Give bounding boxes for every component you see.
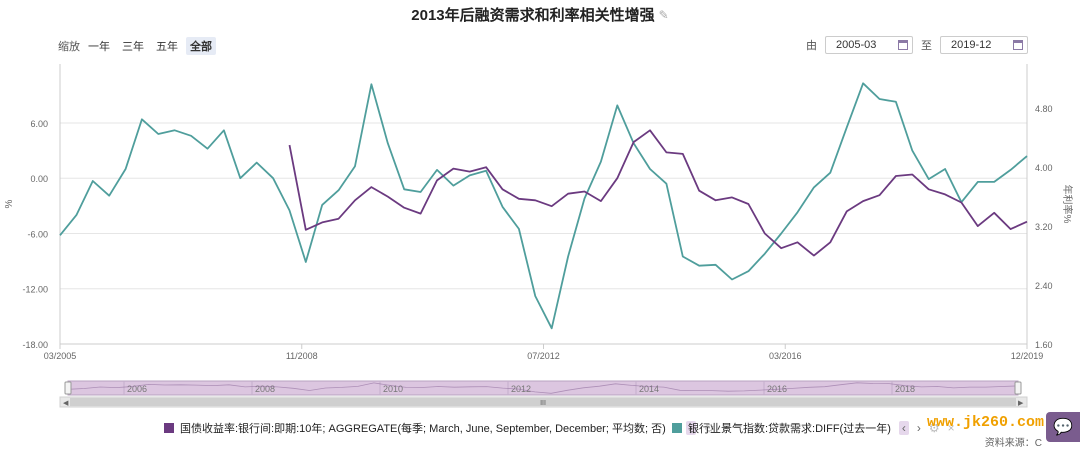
- chat-icon[interactable]: 💬: [1046, 412, 1080, 442]
- y-left-tick-label: -18.00: [22, 340, 48, 350]
- line-chart: 6.00 0.00 -6.00 -12.00 -18.00 4.80 4.00 3.20 2.4…: [4, 64, 1074, 408]
- x-tick-label: 12/2019: [1011, 351, 1044, 361]
- y-left-tick-label: 6.00: [30, 119, 48, 129]
- navigator-year-label: 2006: [127, 384, 147, 394]
- series-line-loan-demand: [59, 82, 1028, 330]
- pencil-icon[interactable]: ✎: [658, 8, 669, 22]
- y-right-axis-title: 年利率%: [1061, 185, 1074, 224]
- legend-item-loan-demand[interactable]: 银行业景气指数:贷款需求:DIFF(过去一年) ‹ › ⚙ ×: [672, 420, 955, 436]
- y-right-tick-label: 4.00: [1035, 163, 1053, 173]
- range-from-input[interactable]: 2005-03: [825, 36, 913, 54]
- y-left-axis-title: %: [4, 199, 15, 208]
- source-label: 资料来源：C: [984, 438, 1042, 449]
- zoom-all-button[interactable]: 全部: [186, 37, 216, 55]
- range-to-label: 至: [921, 40, 932, 52]
- legend-label-bond-yield: 国债收益率:银行间:即期:10年; AGGREGATE(每季; March, J…: [180, 423, 666, 435]
- chart-title-wrap: 2013年后融资需求和利率相关性增强 ✎: [0, 4, 1080, 25]
- chevron-left-icon[interactable]: ‹: [898, 421, 909, 435]
- navigator-series-line: [67, 382, 1019, 394]
- navigator[interactable]: 2006 2008 2010 2012 2014 2016 2018◀ ▶III: [59, 380, 1028, 408]
- chart-title: 2013年后融资需求和利率相关性增强: [411, 7, 655, 24]
- navigator-year-label: 2008: [255, 384, 275, 394]
- navigator-year-label: 2010: [383, 384, 403, 394]
- series-line-bond-yield: [288, 129, 1028, 257]
- gear-icon[interactable]: ⚙: [928, 421, 940, 435]
- legend-swatch-bond-yield: [164, 423, 174, 433]
- range-from-value: 2005-03: [836, 39, 877, 51]
- y-left-tick-label: -12.00: [22, 285, 48, 295]
- close-icon[interactable]: ×: [947, 421, 955, 435]
- legend-label-loan-demand: 银行业景气指数:贷款需求:DIFF(过去一年): [688, 423, 891, 435]
- x-tick-label: 03/2016: [769, 351, 802, 361]
- navigator-year-label: 2014: [639, 384, 659, 394]
- legend-item-bond-yield[interactable]: 国债收益率:银行间:即期:10年; AGGREGATE(每季; March, J…: [164, 420, 730, 436]
- axes: 6.00 0.00 -6.00 -12.00 -18.00 4.80 4.00 3.20 2.4…: [4, 64, 1074, 361]
- zoom-1y-button[interactable]: 一年: [88, 41, 110, 53]
- chevron-right-icon[interactable]: ›: [916, 421, 921, 435]
- navigator-left-handle[interactable]: [64, 381, 72, 395]
- legend: 国债收益率:银行间:即期:10年; AGGREGATE(每季; March, J…: [0, 418, 1080, 438]
- y-left-tick-label: 0.00: [30, 174, 48, 184]
- range-from-label: 由: [806, 40, 817, 52]
- calendar-icon[interactable]: [898, 40, 908, 50]
- legend-swatch-loan-demand: [672, 423, 682, 433]
- y-right-tick-label: 1.60: [1035, 340, 1053, 350]
- scroll-right-arrow-icon[interactable]: ▶: [1018, 400, 1024, 407]
- y-right-tick-label: 2.40: [1035, 281, 1053, 291]
- scrollbar-thumb[interactable]: [70, 398, 1016, 406]
- zoom-label: 缩放: [58, 41, 80, 53]
- range-to-value: 2019-12: [951, 39, 992, 51]
- series-lines: [59, 82, 1028, 330]
- zoom-5y-button[interactable]: 五年: [156, 41, 178, 53]
- close-icon[interactable]: ×: [722, 421, 730, 435]
- y-left-tick-label: -6.00: [27, 229, 48, 239]
- scroll-left-arrow-icon[interactable]: ◀: [63, 400, 69, 407]
- navigator-right-handle[interactable]: [1014, 381, 1022, 395]
- chevron-right-icon[interactable]: ›: [685, 421, 696, 435]
- zoom-bar: 缩放 一年 三年 五年 全部: [58, 37, 216, 55]
- watermark: www.jk260.com: [926, 414, 1044, 431]
- calendar-icon[interactable]: [1013, 40, 1023, 50]
- navigator-year-label: 2018: [895, 384, 915, 394]
- y-right-tick-label: 3.20: [1035, 222, 1053, 232]
- gear-icon[interactable]: ⚙: [703, 421, 715, 435]
- range-to-input[interactable]: 2019-12: [940, 36, 1028, 54]
- navigator-year-label: 2012: [511, 384, 531, 394]
- scrollbar-grip-icon[interactable]: III: [540, 400, 546, 407]
- y-right-tick-label: 4.80: [1035, 104, 1053, 114]
- x-tick-label: 07/2012: [527, 351, 560, 361]
- x-tick-label: 03/2005: [44, 351, 77, 361]
- zoom-3y-button[interactable]: 三年: [122, 41, 144, 53]
- date-range-bar: 由 2005-03 至 2019-12: [806, 36, 1028, 54]
- x-tick-label: 11/2008: [286, 351, 318, 361]
